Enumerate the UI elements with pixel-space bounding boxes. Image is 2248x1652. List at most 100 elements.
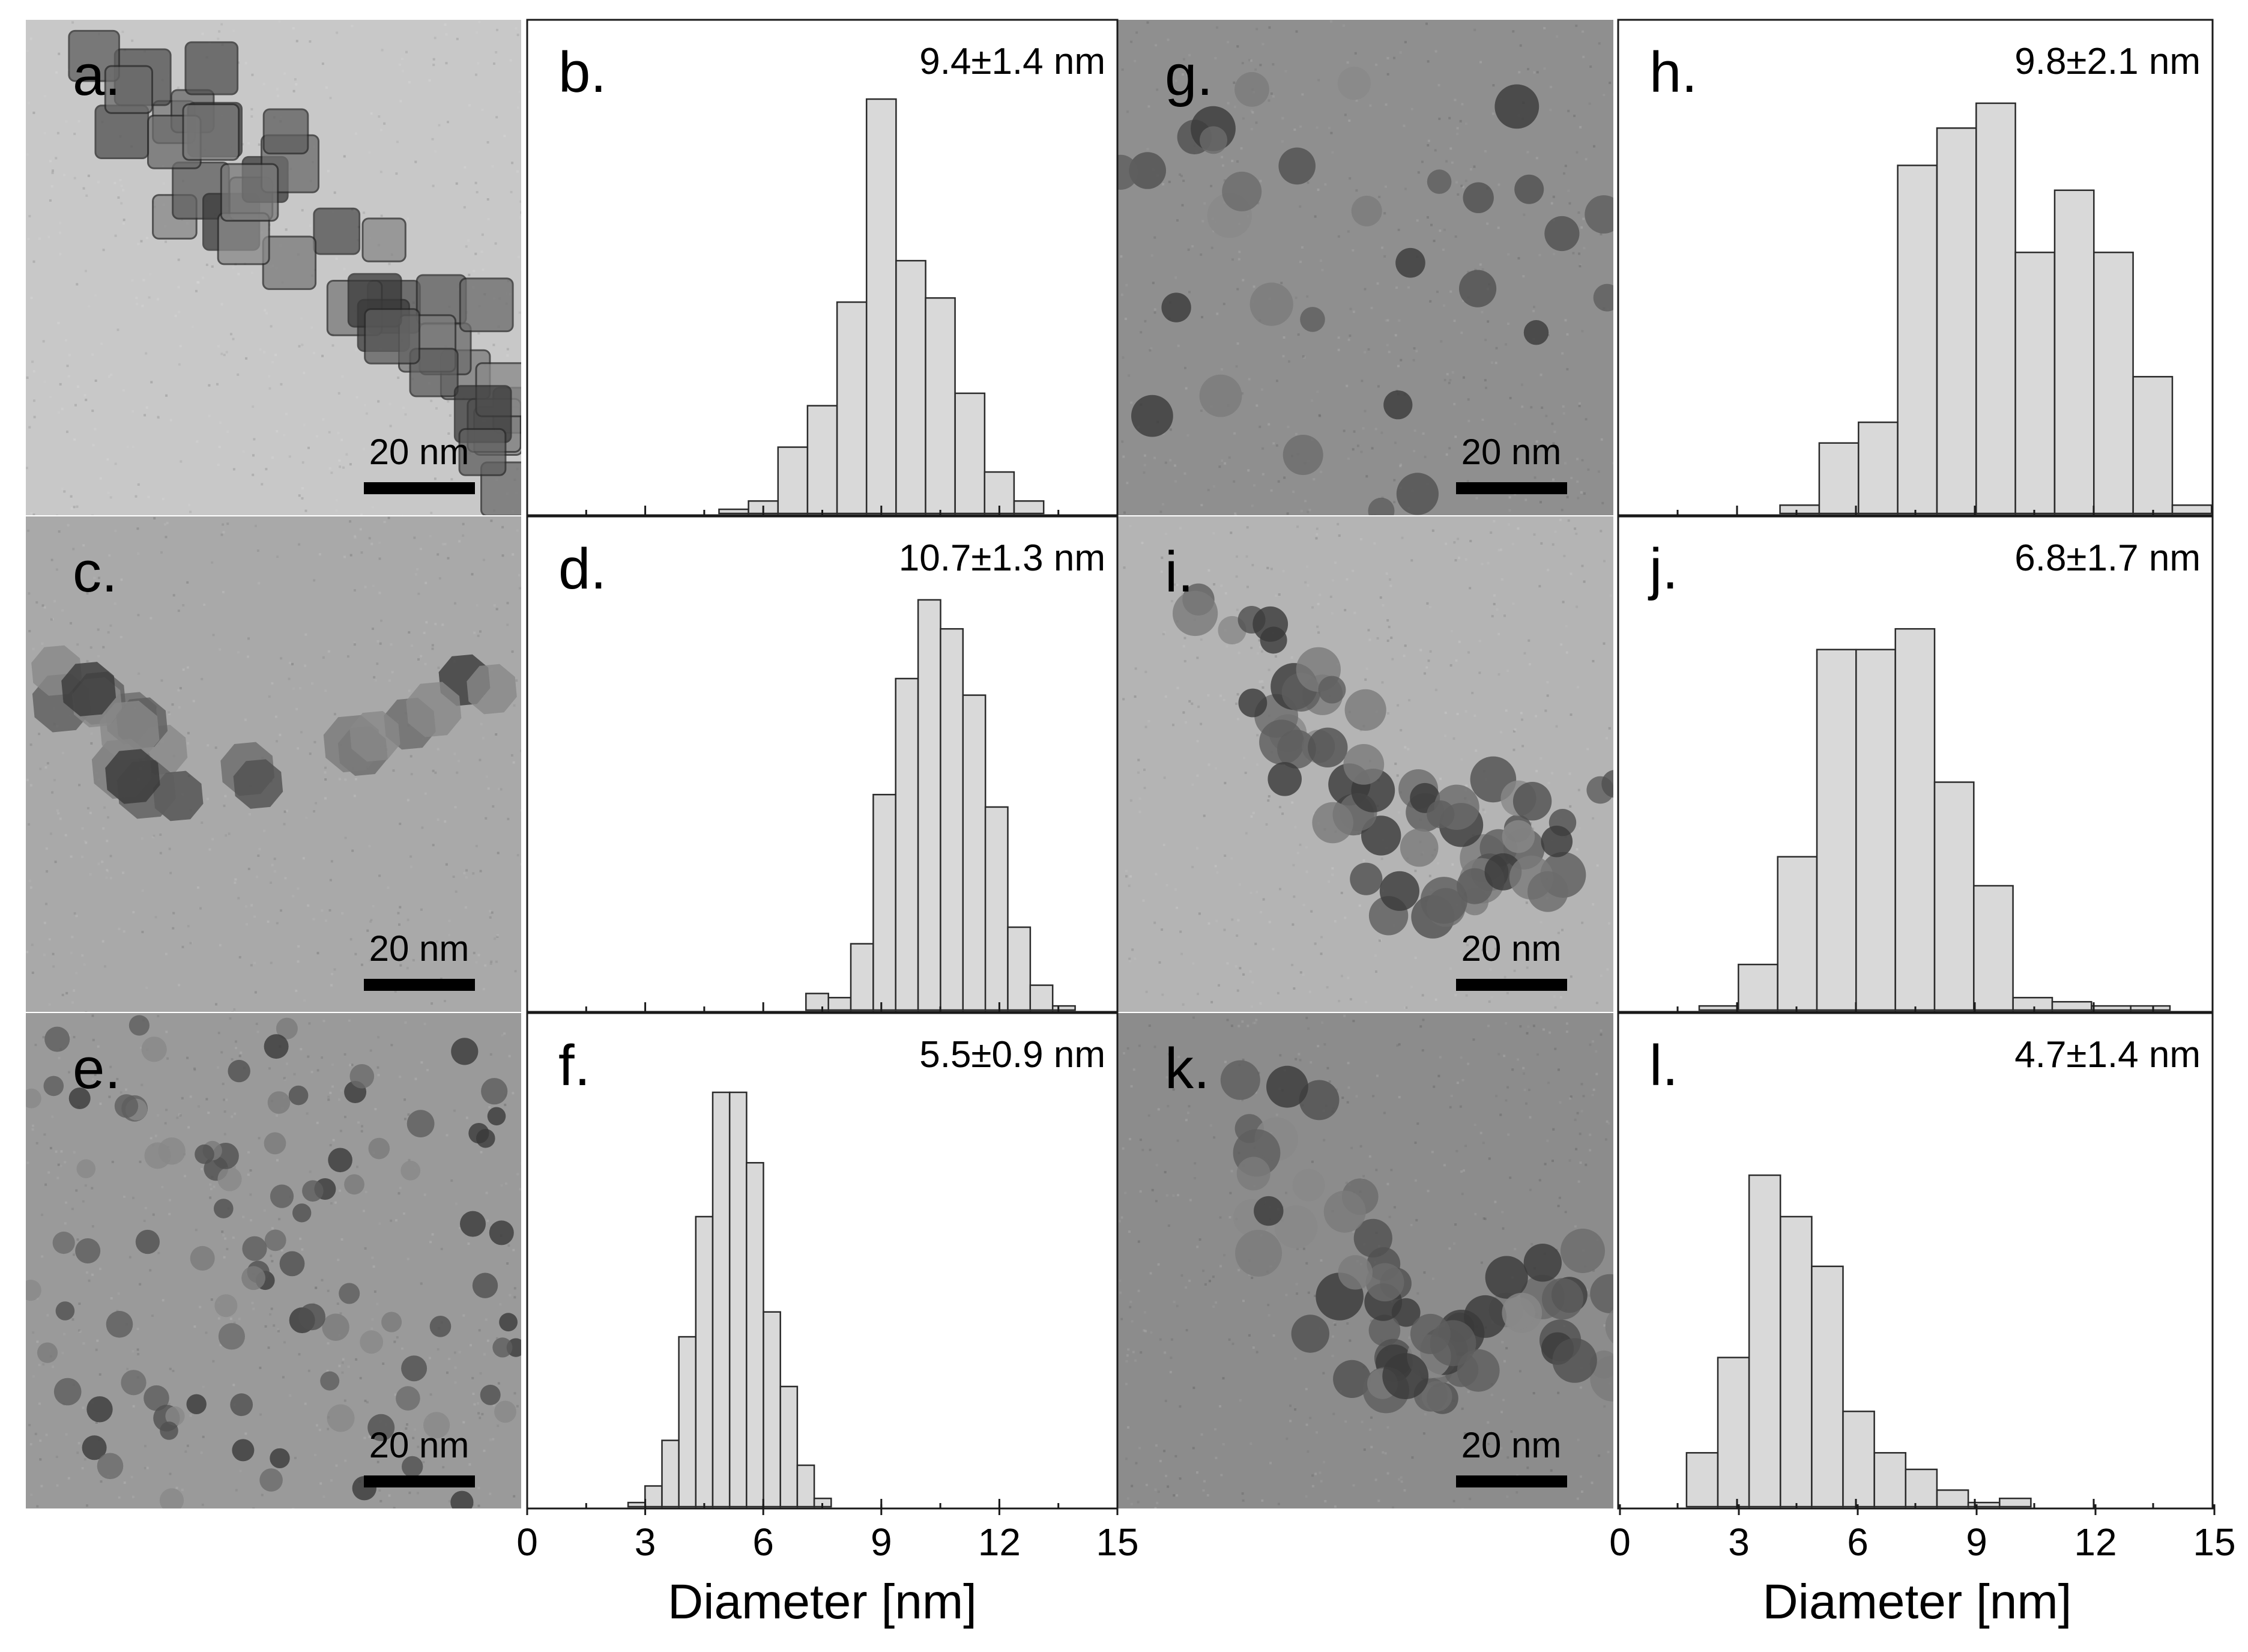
tem-image-k: k. 20 nm bbox=[1118, 1013, 1613, 1508]
histogram-bar bbox=[1777, 856, 1818, 1011]
histogram-bar bbox=[806, 405, 838, 515]
histogram-bar bbox=[2171, 504, 2213, 515]
panel-letter: h. bbox=[1649, 40, 1697, 104]
histogram-bar bbox=[644, 1485, 663, 1508]
histogram-bar bbox=[2132, 376, 2174, 515]
histogram-bar bbox=[1748, 1174, 1781, 1508]
histogram-bar bbox=[1855, 649, 1896, 1011]
histogram-panel-j: j. 6.8±1.7 nm bbox=[1617, 515, 2214, 1013]
x-ticks bbox=[1617, 1499, 2214, 1508]
histogram-f: f. 5.5±0.9 nm bbox=[526, 1012, 1119, 1510]
tem-image-i: i. 20 nm bbox=[1118, 516, 1613, 1012]
tem-noise bbox=[26, 1014, 521, 1508]
histogram-bar bbox=[1051, 1005, 1076, 1011]
histogram-panel-f: f. 5.5±0.9 nm bbox=[526, 1012, 1119, 1510]
histogram-bar bbox=[836, 301, 868, 515]
scale-bar bbox=[364, 482, 475, 494]
tem-image-a: a. 20 nm bbox=[26, 20, 521, 515]
panel-letter: d. bbox=[558, 537, 606, 601]
x-tick-label: 12 bbox=[2074, 1520, 2117, 1564]
histogram-d: d. 10.7±1.3 nm bbox=[526, 515, 1119, 1013]
histogram-bar bbox=[954, 392, 986, 515]
tem-panel-e: e. 20 nm bbox=[26, 1013, 521, 1508]
panel-letter: l. bbox=[1649, 1033, 1678, 1098]
histogram-bar bbox=[1933, 781, 1975, 1011]
histogram-bar bbox=[678, 1336, 697, 1508]
tem-particles bbox=[1173, 583, 1613, 939]
histogram-b: b. 9.4±1.4 nm bbox=[526, 19, 1119, 516]
panel-letter: f. bbox=[558, 1033, 590, 1098]
x-tick-label: 0 bbox=[1609, 1520, 1631, 1564]
histogram-j: j. 6.8±1.7 nm bbox=[1617, 515, 2214, 1013]
plot-frame bbox=[526, 1012, 1119, 1510]
mean-size-label: 6.8±1.7 nm bbox=[2014, 537, 2201, 579]
scale-bar bbox=[1456, 1475, 1567, 1487]
panel-letter: a. bbox=[73, 43, 121, 107]
histogram-bar bbox=[1811, 1265, 1844, 1508]
tem-image-g: g. 20 nm bbox=[1118, 20, 1613, 515]
histogram-bar bbox=[1698, 1005, 1739, 1011]
tem-particles bbox=[1118, 67, 1613, 515]
x-axis-title: Diameter [nm] bbox=[668, 1575, 977, 1629]
scale-bar bbox=[1456, 979, 1567, 991]
tem-image-e: e. 20 nm bbox=[26, 1013, 521, 1508]
tem-panel-k: k. 20 nm bbox=[1118, 1013, 1613, 1508]
scale-bar bbox=[364, 979, 475, 991]
histogram-bar bbox=[1936, 127, 1977, 515]
histogram-panel-b: b. 9.4±1.4 nm bbox=[526, 19, 1119, 516]
histogram-bar bbox=[1780, 1215, 1813, 1508]
mean-size-label: 9.8±2.1 nm bbox=[2014, 41, 2201, 82]
histogram-bar bbox=[763, 1311, 781, 1508]
histogram-bar bbox=[1858, 421, 1899, 515]
histogram-bar bbox=[2130, 1005, 2171, 1011]
histogram-bar bbox=[2091, 1005, 2132, 1011]
tem-panel-g: g. 20 nm bbox=[1118, 20, 1613, 515]
tem-image-c: c. 20 nm bbox=[26, 516, 521, 1012]
tem-noise bbox=[1122, 518, 1613, 1009]
histogram-bar bbox=[1738, 963, 1778, 1011]
histogram-bar bbox=[712, 1091, 731, 1508]
scale-bar-label: 20 nm bbox=[1461, 1425, 1562, 1465]
histogram-panel-d: d. 10.7±1.3 nm bbox=[526, 515, 1119, 1013]
x-tick-label: 0 bbox=[516, 1520, 538, 1564]
x-tick-label: 15 bbox=[1096, 1520, 1138, 1564]
panel-letter: g. bbox=[1165, 43, 1213, 107]
scale-bar-label: 20 nm bbox=[369, 432, 470, 472]
x-tick-label: 12 bbox=[978, 1520, 1021, 1564]
bars bbox=[627, 1091, 832, 1508]
x-ticks bbox=[1617, 1002, 2214, 1012]
tem-particles bbox=[1220, 1060, 1613, 1414]
plot-frame bbox=[1617, 1012, 2214, 1510]
histogram-bar bbox=[661, 1439, 680, 1508]
histogram-bar bbox=[2012, 997, 2053, 1011]
x-tick-label: 3 bbox=[635, 1520, 656, 1564]
histogram-bar bbox=[1816, 649, 1857, 1011]
panel-letter: b. bbox=[558, 40, 606, 104]
histogram-bar bbox=[1818, 442, 1860, 515]
histogram-bar bbox=[925, 297, 956, 515]
x-axis-left: 0 3 6 9 12 15 Diameter [nm] bbox=[516, 1504, 1139, 1629]
tem-particles bbox=[26, 1015, 521, 1508]
histogram-bar bbox=[1975, 102, 2016, 515]
scale-bar-label: 20 nm bbox=[369, 928, 470, 969]
scale-bar-label: 20 nm bbox=[1461, 432, 1562, 472]
histogram-bar bbox=[895, 677, 919, 1011]
panel-letter: i. bbox=[1165, 540, 1194, 604]
mean-size-label: 10.7±1.3 nm bbox=[899, 537, 1105, 579]
bars bbox=[1698, 628, 2171, 1011]
bars bbox=[1779, 102, 2213, 515]
bars bbox=[1685, 1174, 2032, 1508]
histogram-bar bbox=[746, 1162, 764, 1508]
x-axis-right: 0 3 6 9 12 15 Diameter [nm] bbox=[1609, 1504, 2236, 1629]
histogram-bar bbox=[1717, 1357, 1750, 1508]
histogram-bar bbox=[1842, 1411, 1875, 1508]
tem-noise bbox=[1120, 20, 1613, 515]
histogram-bar bbox=[1973, 885, 2014, 1011]
x-tick-label: 6 bbox=[1847, 1520, 1869, 1564]
x-tick-label: 9 bbox=[1966, 1520, 1987, 1564]
histogram-bar bbox=[777, 446, 809, 515]
x-tick-label: 3 bbox=[1728, 1520, 1750, 1564]
histogram-bar bbox=[2051, 1000, 2092, 1011]
scale-bar bbox=[1456, 482, 1567, 494]
histogram-bar bbox=[2053, 189, 2095, 515]
